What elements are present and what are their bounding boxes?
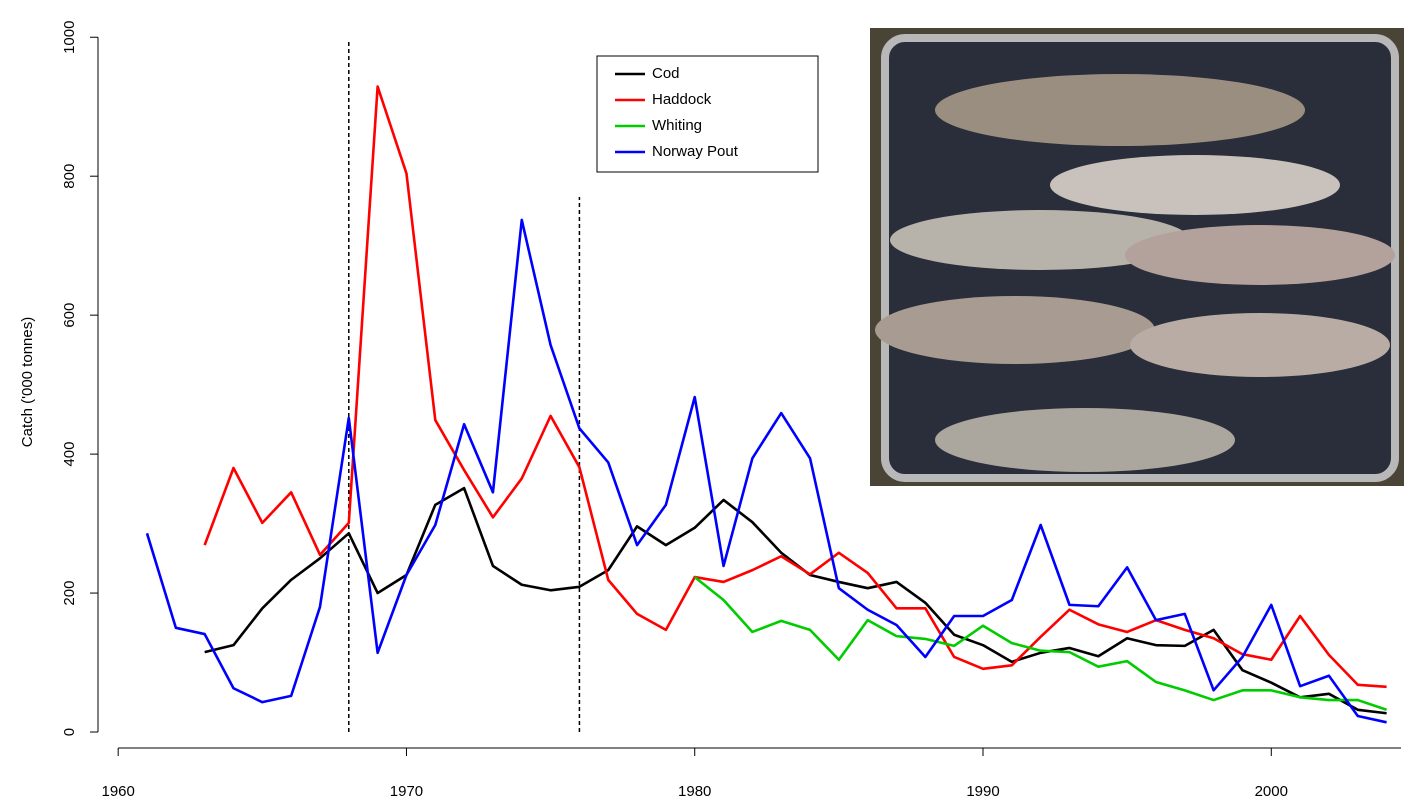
legend-label: Whiting [652, 117, 702, 134]
legend-label: Norway Pout [652, 143, 739, 160]
photo-fish [1050, 155, 1340, 215]
series-line [693, 576, 1388, 712]
y-tick-label: 600 [61, 303, 78, 328]
x-tick-label: 1970 [390, 783, 423, 800]
photo-fish [1125, 225, 1395, 285]
y-tick-label: 400 [61, 442, 78, 467]
legend-label: Haddock [652, 91, 712, 108]
x-tick-label: 1960 [101, 783, 134, 800]
photo-fish [935, 408, 1235, 472]
photo-fish [1130, 313, 1390, 377]
x-tick-label: 2000 [1255, 783, 1288, 800]
y-tick-label: 200 [61, 581, 78, 606]
legend: Cod Haddock Whiting Norway Pout [596, 55, 819, 173]
y-tick-label: 1000 [61, 21, 78, 54]
y-tick-label: 0 [61, 728, 78, 736]
y-tick-label: 800 [61, 164, 78, 189]
photo-fish [875, 296, 1155, 364]
photo-inset [870, 28, 1404, 486]
x-tick-label: 1980 [678, 783, 711, 800]
y-axis-label: Catch ('000 tonnes) [19, 317, 36, 447]
photo-fish [890, 210, 1190, 270]
series-line [203, 85, 1387, 689]
legend-label: Cod [652, 65, 680, 82]
photo-fish [935, 74, 1305, 146]
x-tick-label: 1990 [966, 783, 999, 800]
series-line [145, 218, 1387, 724]
